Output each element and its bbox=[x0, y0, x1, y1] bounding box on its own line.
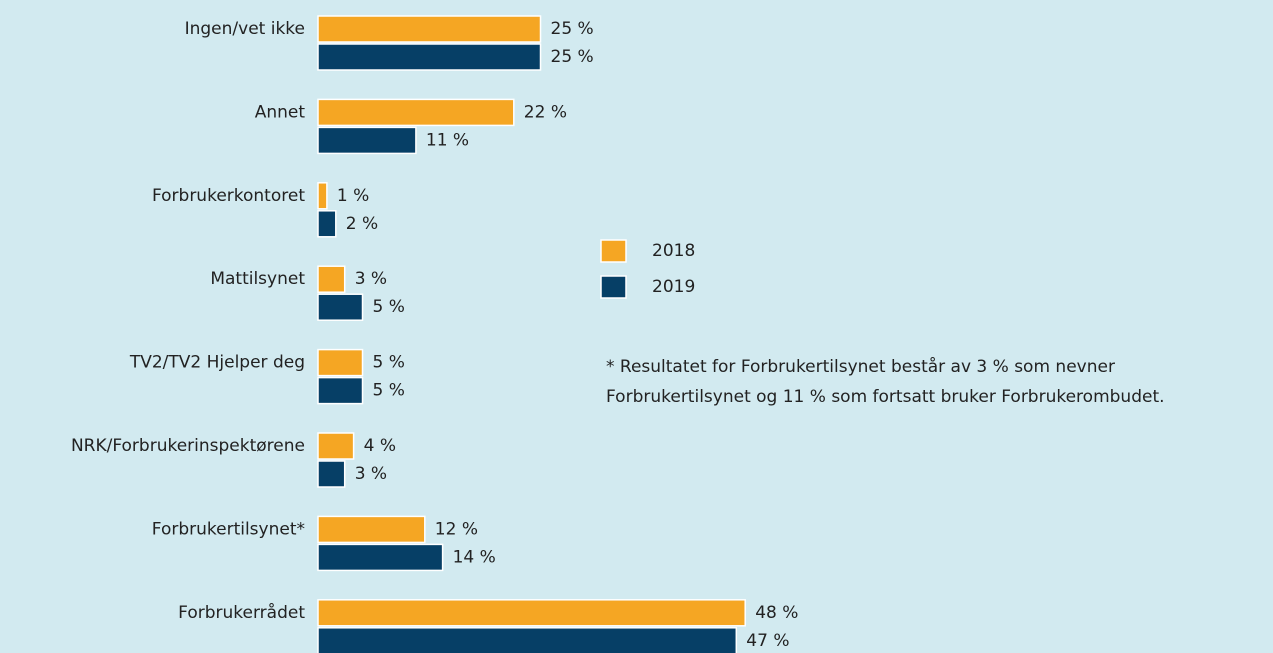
value-label: 5 % bbox=[373, 297, 405, 317]
value-label: 3 % bbox=[355, 464, 387, 484]
bar bbox=[317, 627, 738, 653]
value-label: 25 % bbox=[551, 47, 594, 67]
bar bbox=[317, 182, 328, 210]
value-label: 5 % bbox=[373, 353, 405, 373]
legend-swatch bbox=[600, 275, 627, 299]
annotation: Forbrukertilsynet og 11 % som fortsatt b… bbox=[606, 387, 1165, 407]
legend-swatch bbox=[600, 239, 627, 263]
bar bbox=[317, 515, 426, 544]
category-label: Ingen/vet ikke bbox=[185, 19, 305, 39]
value-label: 12 % bbox=[435, 519, 478, 539]
bar bbox=[317, 348, 364, 377]
bar bbox=[317, 126, 417, 155]
bar bbox=[317, 460, 346, 488]
category-label: Forbrukerkontoret bbox=[152, 186, 305, 206]
bar bbox=[317, 265, 346, 293]
category-label: Mattilsynet bbox=[210, 269, 305, 289]
category-label: Forbrukertilsynet* bbox=[152, 519, 305, 539]
bar bbox=[317, 432, 355, 460]
annotation: * Resultatet for Forbrukertilsynet bestå… bbox=[606, 356, 1115, 377]
bar bbox=[317, 376, 364, 405]
value-label: 1 % bbox=[337, 186, 369, 206]
category-label: NRK/Forbrukerinspektørene bbox=[71, 436, 305, 456]
value-label: 4 % bbox=[364, 436, 396, 456]
value-label: 48 % bbox=[755, 603, 798, 623]
value-label: 5 % bbox=[373, 381, 405, 401]
bar bbox=[317, 43, 542, 71]
legend-label: 2019 bbox=[652, 277, 695, 297]
value-label: 47 % bbox=[746, 631, 789, 651]
bar bbox=[317, 293, 364, 321]
legend-label: 2018 bbox=[652, 241, 695, 261]
bar bbox=[317, 15, 542, 43]
category-label: TV2/TV2 Hjelper deg bbox=[129, 353, 305, 373]
bar bbox=[317, 210, 337, 238]
bar bbox=[317, 543, 444, 572]
value-label: 3 % bbox=[355, 269, 387, 289]
value-label: 11 % bbox=[426, 130, 469, 150]
bar bbox=[317, 599, 746, 627]
bar bbox=[317, 98, 515, 127]
value-label: 14 % bbox=[453, 547, 496, 567]
category-label: Annet bbox=[255, 102, 306, 122]
value-label: 25 % bbox=[551, 19, 594, 39]
category-label: Forbrukerrådet bbox=[178, 602, 305, 623]
value-label: 22 % bbox=[524, 102, 567, 122]
value-label: 2 % bbox=[346, 214, 378, 234]
